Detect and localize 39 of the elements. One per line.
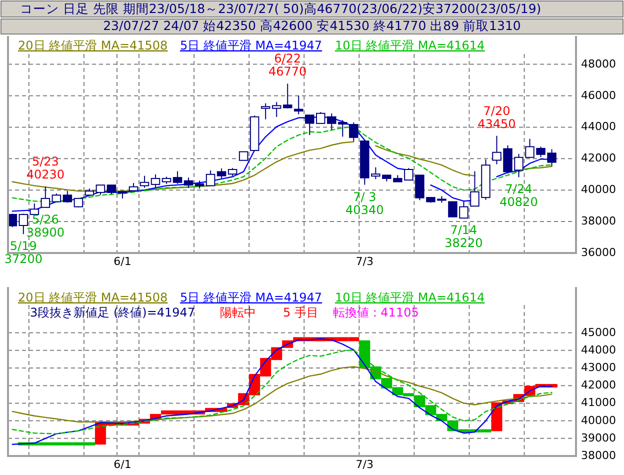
annotation: 転換値 : 41105 — [333, 305, 419, 320]
y-tick-label: 43000 — [581, 360, 616, 374]
y-tick-label: 38000 — [581, 214, 616, 228]
text: 5日 終値平滑 MA=41947 — [180, 290, 322, 304]
y-tick-label: 40000 — [581, 414, 616, 427]
y-tick-label: 38000 — [581, 449, 616, 462]
y-tick-label: 42000 — [581, 378, 616, 392]
y-tick-label: 36000 — [581, 246, 616, 260]
text: 10日 終値平滑 MA=41614 — [335, 38, 485, 52]
y-tick-label: 46000 — [581, 88, 616, 102]
x-tick-label: 6/1 — [114, 255, 132, 268]
chart-subtitle: 23/07/27 24/07 始42350 高42600 安41530 終41770 出89 前取1310 — [103, 18, 521, 33]
y-tick-label: 44000 — [581, 120, 616, 134]
text: 5日 終値平滑 MA=41947 — [180, 38, 322, 52]
annotation: 7/20 43450 — [478, 104, 516, 131]
x-tick-label: 7/3 — [356, 458, 374, 472]
text: 10日 終値平滑 MA=41614 — [335, 290, 485, 304]
annotation: 3段抜き新値足 (終値)=41947 — [30, 305, 196, 320]
text: 20日 終値平滑 MA=41508 — [18, 38, 168, 52]
x-tick-label: 7/3 — [356, 255, 374, 268]
y-tick-label: 44000 — [581, 343, 616, 356]
y-tick-label: 39000 — [581, 431, 616, 444]
y-tick-label: 48000 — [581, 57, 616, 70]
annotation: 6/22 46770 — [268, 52, 307, 79]
annotation: 7/24 40820 — [500, 182, 538, 210]
annotation: 5/26 38900 — [26, 212, 65, 240]
annotation: 5/19 37200 — [4, 239, 43, 266]
annotation: 7/ 3 40340 — [346, 190, 384, 217]
annotation: 5/23 40230 — [26, 154, 65, 182]
x-tick-label: 6/1 — [114, 458, 132, 472]
chart-title: コーン 日足 先限 期間23/05/18～23/07/27( 50)高46770(23/06/22)安37200(23/05/19) — [20, 0, 542, 16]
annotation: 陽転中 — [220, 305, 256, 320]
y-tick-label: 42000 — [581, 152, 616, 165]
annotation: 7/14 38220 — [444, 223, 483, 250]
y-tick-label: 41000 — [581, 396, 616, 410]
annotation: 5 手目 — [283, 305, 318, 320]
y-tick-label: 45000 — [581, 326, 616, 339]
y-tick-label: 40000 — [581, 183, 616, 196]
text: 20日 終値平滑 MA=41508 — [18, 290, 168, 304]
